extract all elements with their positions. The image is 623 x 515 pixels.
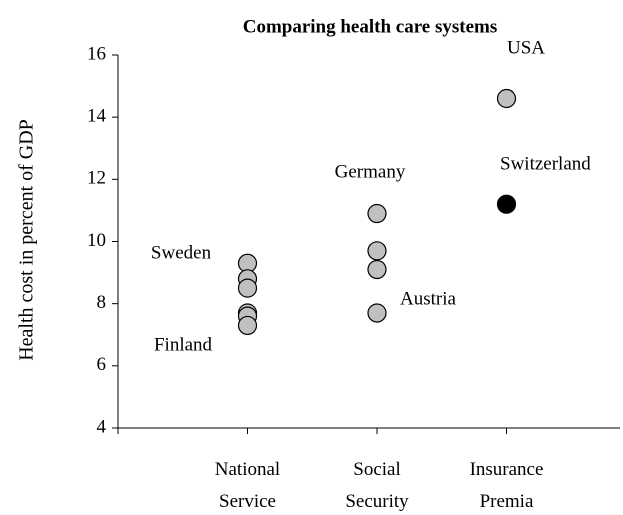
- point: [367, 241, 387, 261]
- point: [496, 194, 517, 214]
- point: [367, 203, 387, 224]
- x-tick-label: National Service: [214, 459, 281, 512]
- chart-title: Comparing health care systems: [243, 16, 498, 37]
- y-tick-label: 12: [87, 168, 106, 189]
- y-tick-label: 10: [87, 230, 106, 251]
- annotation: Germany: [335, 161, 406, 182]
- y-tick-label: 16: [87, 43, 106, 64]
- point: [496, 88, 517, 109]
- annotation: Finland: [154, 334, 213, 355]
- y-tick-label: 14: [87, 106, 107, 127]
- y-tick-label: 8: [97, 292, 107, 313]
- point: [237, 278, 258, 298]
- annotation: Austria: [400, 288, 457, 309]
- x-tick-label: Social Security: [345, 459, 409, 512]
- annotation: Sweden: [151, 242, 212, 263]
- y-tick-label: 4: [97, 416, 107, 437]
- y-axis-label: Health cost in percent of GDP: [16, 119, 38, 361]
- annotation: Switzerland: [500, 153, 591, 174]
- y-tick-label: 6: [97, 354, 107, 375]
- x-tick-label: Insurance Premia: [469, 459, 544, 512]
- point: [367, 259, 387, 280]
- annotation: USA: [507, 37, 545, 58]
- point: [237, 315, 258, 336]
- point: [367, 303, 387, 323]
